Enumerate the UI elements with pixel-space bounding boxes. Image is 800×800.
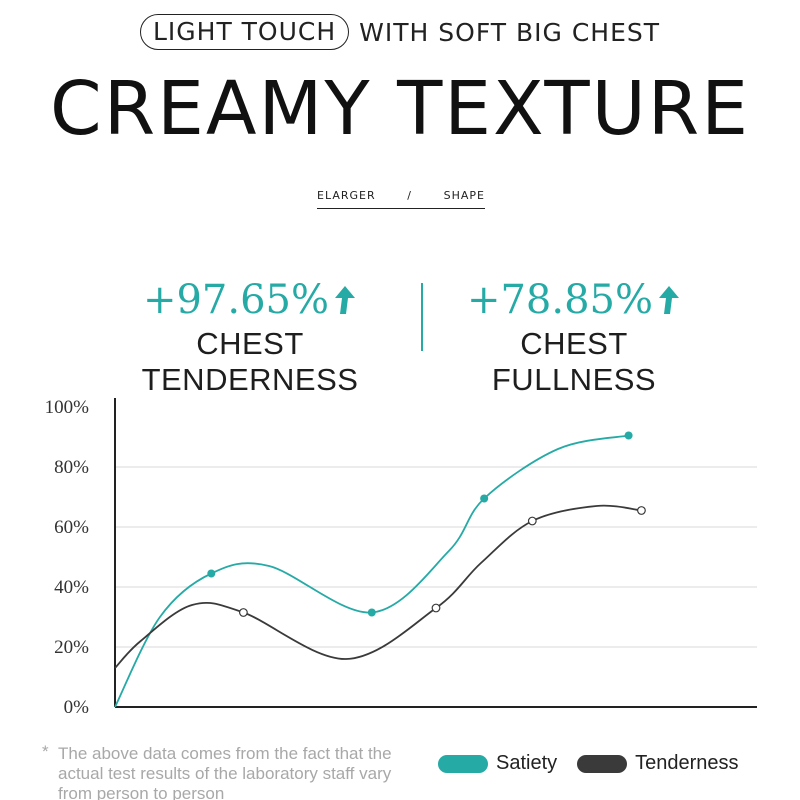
- chart-legend: Satiety Tenderness: [438, 752, 759, 775]
- stat-value: +78.85%: [466, 277, 654, 323]
- y-tick-label: 80%: [54, 457, 89, 478]
- subnav-item-shape: SHAPE: [443, 189, 485, 202]
- stat-value-wrap: +78.85%: [467, 276, 681, 324]
- sub-nav: ELARGER / SHAPE: [317, 189, 485, 209]
- series-line-satiety: [114, 434, 629, 708]
- legend-item-satiety: Satiety: [438, 752, 557, 775]
- data-point-satiety: [624, 431, 633, 440]
- stat-tenderness: +97.65% CHEST TENDERNESS: [100, 276, 400, 398]
- legend-swatch: [577, 754, 628, 773]
- footnote-text: The above data comes from the fact that …: [58, 744, 392, 800]
- footnote: * The above data comes from the fact tha…: [42, 744, 422, 800]
- data-point-tenderness: [527, 516, 537, 526]
- subnav-separator: /: [407, 189, 412, 202]
- stat-fullness: +78.85% CHEST FULLNESS: [444, 276, 704, 398]
- data-point-tenderness: [637, 506, 646, 515]
- page-title: CREAMY TEXTURE: [50, 66, 750, 152]
- legend-swatch: [438, 754, 488, 773]
- legend-label: Satiety: [496, 752, 558, 774]
- stat-divider: [421, 283, 423, 351]
- light-touch-pill: LIGHT TOUCH: [139, 14, 350, 50]
- y-tick-label: 0%: [64, 697, 90, 718]
- data-point-satiety: [480, 494, 489, 503]
- subnav-item-elarger: ELARGER: [317, 189, 376, 202]
- data-point-satiety: [207, 569, 216, 578]
- data-point-tenderness: [238, 608, 248, 617]
- y-tick-label: 60%: [54, 517, 89, 538]
- series-line-tenderness: [114, 504, 642, 669]
- stat-label: CHEST FULLNESS: [491, 326, 657, 397]
- header-tagline: LIGHT TOUCH WITH SOFT BIG CHEST: [0, 14, 800, 50]
- y-tick-label: 40%: [54, 577, 89, 598]
- arrow-up-icon: [335, 286, 356, 314]
- stat-value-wrap: +97.65%: [143, 276, 357, 324]
- y-tick-label: 20%: [54, 637, 89, 658]
- stat-value: +97.65%: [142, 277, 330, 323]
- stat-label: CHEST TENDERNESS: [141, 326, 359, 397]
- tagline-text: WITH SOFT BIG CHEST: [359, 17, 661, 47]
- legend-item-tenderness: Tenderness: [577, 752, 739, 775]
- legend-label: Tenderness: [635, 752, 739, 774]
- data-point-satiety: [367, 608, 376, 617]
- footnote-star: *: [42, 744, 49, 761]
- arrow-up-icon: [659, 286, 680, 314]
- data-point-tenderness: [431, 603, 441, 613]
- y-tick-label: 100%: [45, 397, 90, 418]
- line-chart: 100% 80% 60% 40% 20% 0%: [45, 397, 757, 718]
